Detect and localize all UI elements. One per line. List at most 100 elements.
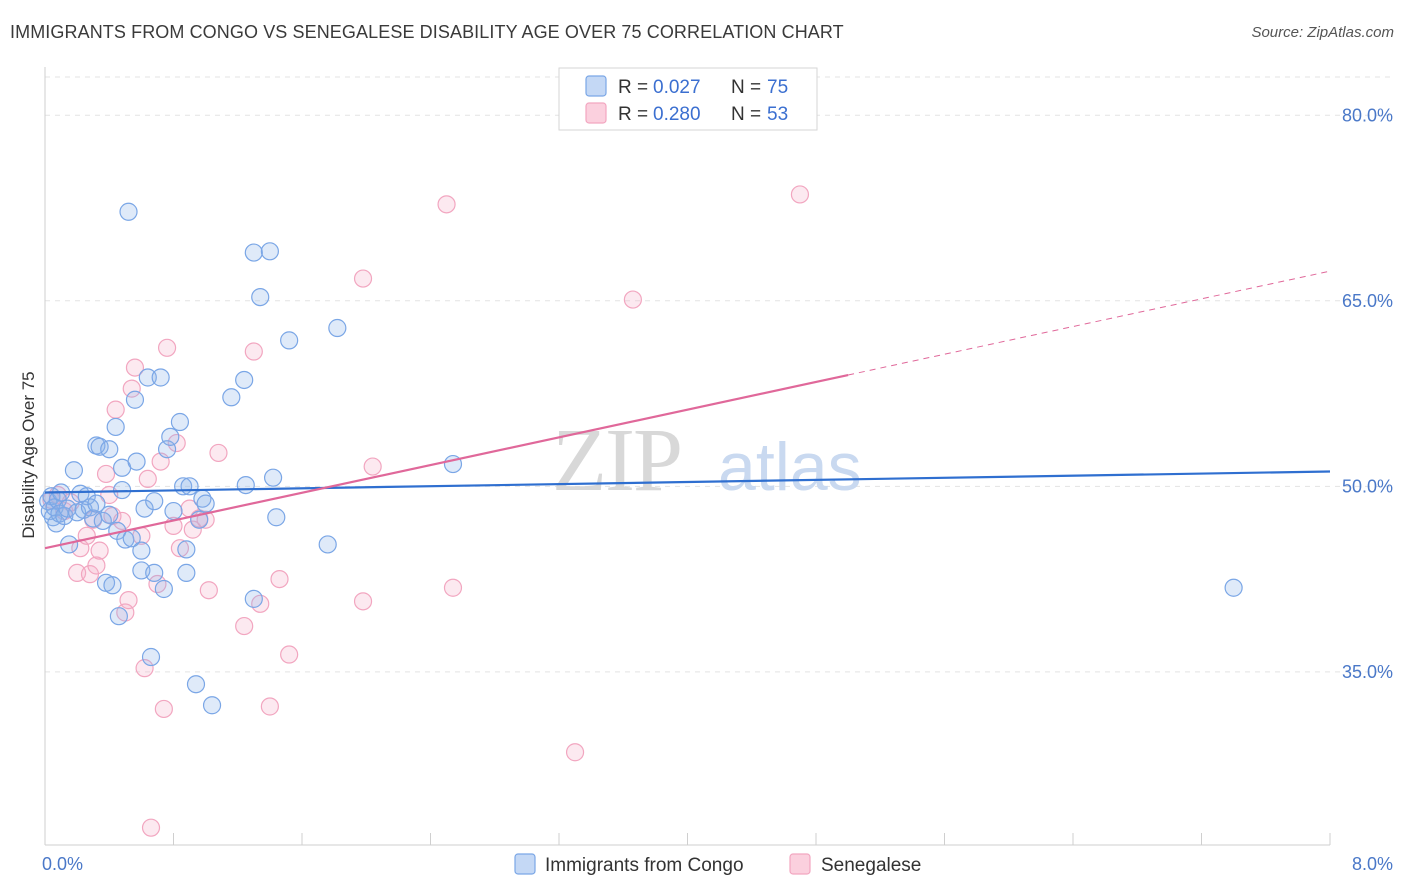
y-axis-label: Disability Age Over 75 <box>19 371 38 538</box>
watermark-zip: ZIP <box>552 411 681 510</box>
watermark: ZIP atlas <box>552 411 862 510</box>
point-senegalese <box>235 616 254 636</box>
point-senegalese <box>353 592 373 611</box>
point-congo <box>267 508 286 527</box>
point-senegalese <box>87 556 106 575</box>
point-senegalese <box>68 563 87 583</box>
point-congo <box>164 501 183 521</box>
bottom-legend-swatch-congo <box>514 853 536 875</box>
point-senegalese <box>170 539 190 558</box>
point-congo <box>100 440 119 459</box>
bottom-legend-label-senegalese: Senegalese <box>821 855 921 876</box>
point-senegalese <box>199 581 218 600</box>
bottom-legend-swatch-senegalese <box>789 853 811 875</box>
point-congo <box>145 492 164 511</box>
point-congo <box>244 243 263 262</box>
point-congo <box>119 202 138 221</box>
point-congo <box>135 499 154 518</box>
point-senegalese <box>363 457 382 476</box>
point-congo <box>177 563 196 583</box>
point-senegalese <box>790 185 810 204</box>
point-congo <box>177 540 196 559</box>
axes <box>44 67 1331 846</box>
point-congo <box>170 412 190 432</box>
point-congo <box>106 417 125 437</box>
point-congo <box>186 675 206 694</box>
point-senegalese <box>125 358 145 377</box>
legend-senegalese-r-value: 0.280 <box>653 104 701 125</box>
point-senegalese <box>280 645 299 664</box>
point-senegalese <box>183 520 202 539</box>
point-congo <box>109 607 128 626</box>
point-congo <box>145 563 164 583</box>
y-tick-label: 50.0% <box>1342 476 1393 496</box>
legend-congo-n-value: 75 <box>767 77 788 98</box>
trend-line-senegalese <box>44 373 849 550</box>
point-senegalese <box>122 379 141 398</box>
point-senegalese <box>565 743 585 762</box>
point-senegalese <box>437 195 456 214</box>
point-congo <box>236 475 255 495</box>
point-senegalese <box>270 569 289 589</box>
point-congo <box>161 427 180 446</box>
point-congo <box>127 452 146 471</box>
legend-senegalese-n-label: N = <box>731 104 761 125</box>
point-congo <box>64 461 84 480</box>
point-congo <box>112 480 132 500</box>
point-congo <box>103 576 122 595</box>
point-congo <box>263 468 283 487</box>
point-senegalese <box>96 464 116 484</box>
point-senegalese <box>443 578 463 597</box>
legend-senegalese-r-label: R = <box>618 104 648 125</box>
source-label: Source: ZipAtlas.com <box>1251 24 1394 41</box>
point-senegalese <box>154 699 173 719</box>
point-senegalese <box>119 591 138 610</box>
point-senegalese <box>209 443 228 463</box>
point-congo <box>260 242 279 261</box>
x-tick-label-left: 0.0% <box>42 854 83 874</box>
series-senegalese-points <box>42 185 810 837</box>
point-congo <box>132 541 151 560</box>
point-congo <box>138 368 157 387</box>
legend-senegalese-n-value: 53 <box>767 104 788 125</box>
bottom-legend-label-congo: Immigrants from Congo <box>545 855 744 876</box>
point-congo <box>141 647 161 667</box>
legend-box: R = 0.027 N = 75 R = 0.280 N = 53 <box>558 67 818 131</box>
chart-title: IMMIGRANTS FROM CONGO VS SENEGALESE DISA… <box>10 22 844 42</box>
legend-swatch-congo <box>585 75 607 97</box>
point-congo <box>125 390 145 409</box>
y-tick-label: 35.0% <box>1342 662 1393 682</box>
point-congo <box>180 477 199 496</box>
point-congo <box>328 318 347 338</box>
x-tick-label-right: 8.0% <box>1352 854 1393 874</box>
point-congo <box>1224 578 1243 597</box>
point-congo <box>235 370 254 390</box>
point-congo <box>222 388 241 407</box>
point-senegalese <box>138 469 157 489</box>
series-congo-points <box>39 202 1243 715</box>
legend-swatch-senegalese <box>585 102 607 124</box>
point-congo <box>318 535 337 554</box>
point-senegalese <box>77 526 96 545</box>
legend-congo-r-label: R = <box>618 77 648 98</box>
point-congo <box>100 505 119 524</box>
legend-congo-n-label: N = <box>731 77 761 98</box>
point-congo <box>196 494 215 513</box>
point-congo <box>251 287 270 307</box>
y-tick-labels: 80.0% 65.0% 50.0% 35.0% <box>1342 105 1393 682</box>
point-senegalese <box>353 269 373 288</box>
legend-congo-r-value: 0.027 <box>653 77 701 98</box>
point-senegalese <box>135 659 154 678</box>
point-congo <box>244 589 263 608</box>
point-senegalese <box>623 290 642 309</box>
point-congo <box>87 494 106 513</box>
y-tick-label: 65.0% <box>1342 291 1393 311</box>
point-congo <box>151 368 170 387</box>
point-senegalese <box>106 400 125 419</box>
point-congo <box>202 696 222 715</box>
point-congo <box>58 499 77 518</box>
point-senegalese <box>244 342 263 361</box>
y-tick-label: 80.0% <box>1342 105 1393 125</box>
trend-lines <box>44 270 1331 550</box>
